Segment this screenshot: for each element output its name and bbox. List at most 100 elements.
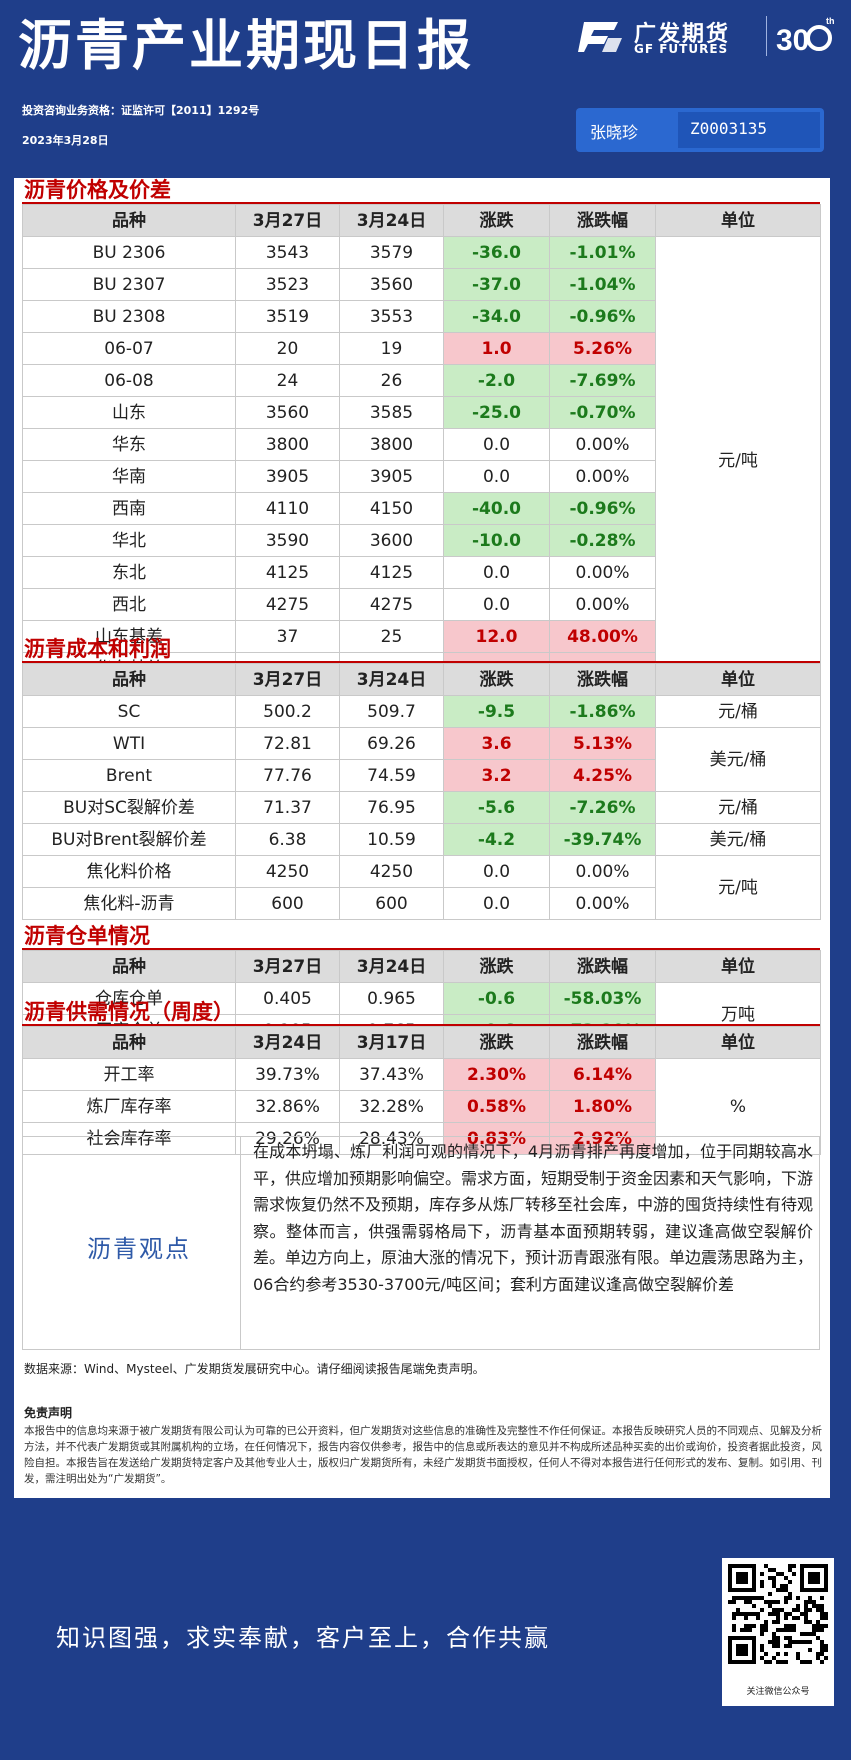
cell-value-date1: 3560 <box>235 396 340 429</box>
table-row: 焦化料-沥青 600 600 0.0 0.00% <box>22 887 821 920</box>
brand-name-cn: 广发期货 <box>634 22 731 47</box>
cell-variety: 华南 <box>22 460 236 493</box>
cell-change: 0.0 <box>443 588 550 621</box>
author-name: 张晓珍 <box>590 123 639 142</box>
table-row: BU对Brent裂解价差 6.38 10.59 -4.2 -39.74% 美元/桶 <box>22 823 821 856</box>
cell-change: -40.0 <box>443 492 550 525</box>
wechat-qr-code[interactable]: 关注微信公众号 <box>722 1558 834 1706</box>
table-row: BU对SC裂解价差 71.37 76.95 -5.6 -7.26% 元/桶 <box>22 791 821 824</box>
section-divider <box>22 202 820 204</box>
cell-change-pct: -58.03% <box>549 982 656 1015</box>
anniversary-number: 30 <box>776 24 809 57</box>
cell-change-pct: -1.04% <box>549 268 656 301</box>
cell-variety: BU 2307 <box>22 268 236 301</box>
cell-value-date2: 4125 <box>339 556 444 589</box>
cell-change: 0.0 <box>443 556 550 589</box>
cell-value-date1: 0.405 <box>235 982 340 1015</box>
cell-change-pct: 5.13% <box>549 727 656 760</box>
license-number: Z0003135 <box>690 119 768 138</box>
section-divider <box>22 1024 820 1026</box>
cell-change-pct: 5.26% <box>549 332 656 365</box>
cell-value-date1: 4110 <box>235 492 340 525</box>
cell-variety: 06-08 <box>22 364 236 397</box>
cell-variety: 华北 <box>22 524 236 557</box>
cell-change-pct: 0.00% <box>549 428 656 461</box>
cell-value-date1: 72.81 <box>235 727 340 760</box>
header-date2: 3月24日 <box>339 950 444 983</box>
cell-value-date1: 3800 <box>235 428 340 461</box>
cell-unit: 元/吨 <box>655 855 821 920</box>
table-row: 华北 3590 3600 -10.0 -0.28% <box>22 524 821 557</box>
table-row: 山东基差 37 25 12.0 48.00% <box>22 620 821 653</box>
cell-variety: BU对SC裂解价差 <box>22 791 236 824</box>
cell-change: -37.0 <box>443 268 550 301</box>
header-change-pct: 涨跌幅 <box>549 950 656 983</box>
cell-change: -9.5 <box>443 695 550 728</box>
qr-caption: 关注微信公众号 <box>746 1687 810 1697</box>
cell-value-date2: 3600 <box>339 524 444 557</box>
cell-change: -2.0 <box>443 364 550 397</box>
cell-change-pct: -0.28% <box>549 524 656 557</box>
cell-change: 1.0 <box>443 332 550 365</box>
cell-variety: BU 2306 <box>22 236 236 269</box>
cell-value-date1: 77.76 <box>235 759 340 792</box>
cell-unit: 元/桶 <box>655 695 821 728</box>
cell-change-pct: 0.00% <box>549 855 656 888</box>
table-row: 华南 3905 3905 0.0 0.00% <box>22 460 821 493</box>
cell-change: 2.30% <box>443 1058 550 1091</box>
header-unit: 单位 <box>655 950 821 983</box>
cell-value-date1: 37 <box>235 620 340 653</box>
cell-change: -34.0 <box>443 300 550 333</box>
table-row: 华东 3800 3800 0.0 0.00% <box>22 428 821 461</box>
cell-change: -4.2 <box>443 823 550 856</box>
cell-variety: 焦化料价格 <box>22 855 236 888</box>
report-header: 沥青产业期现日报 广发期货 GF FUTURES 30 th 投资咨询业务资格：… <box>0 0 851 170</box>
cell-value-date1: 4275 <box>235 588 340 621</box>
header-variety: 品种 <box>22 204 236 237</box>
table-row: BU 2307 3523 3560 -37.0 -1.04% <box>22 268 821 301</box>
table-row: WTI 72.81 69.26 3.6 5.13% 美元/桶 <box>22 727 821 792</box>
cell-value-date1: 3523 <box>235 268 340 301</box>
table-header-row: 品种 3月27日 3月24日 涨跌 涨跌幅 单位 <box>22 663 821 696</box>
cell-value-date2: 32.28% <box>339 1090 444 1123</box>
cell-value-date2: 600 <box>339 887 444 920</box>
report-date: 2023年3月28日 <box>22 134 109 147</box>
section-divider <box>22 661 820 663</box>
disclaimer-heading: 免责声明 <box>24 1406 73 1420</box>
cell-value-date2: 509.7 <box>339 695 444 728</box>
header-unit: 单位 <box>655 1026 821 1059</box>
cell-variety: 开工率 <box>22 1058 236 1091</box>
cell-change-pct: -7.69% <box>549 364 656 397</box>
market-view-box: 沥青观点 在成本坍塌、炼厂利润可观的情况下，4月沥青排产再度增加，位于同期较高水… <box>22 1136 820 1350</box>
table-row: 西南 4110 4150 -40.0 -0.96% <box>22 492 821 525</box>
cell-change-pct: -0.96% <box>549 300 656 333</box>
supply-table-body: 开工率 39.73% 37.43% 2.30% 6.14%% 炼厂库存率 32.86% 32.… <box>22 1058 821 1155</box>
cell-variety: 华东 <box>22 428 236 461</box>
cell-change-pct: 48.00% <box>549 620 656 653</box>
market-view-label-cell: 沥青观点 <box>23 1137 241 1349</box>
cell-value-date2: 3560 <box>339 268 444 301</box>
cell-value-date2: 3579 <box>339 236 444 269</box>
price-table-body: BU 2306 3543 3579 -36.0 -1.01% 元/吨 BU 2307 3523… <box>22 236 821 685</box>
cell-change-pct: 0.00% <box>549 887 656 920</box>
cell-change-pct: -7.26% <box>549 791 656 824</box>
cell-value-date1: 29.26% <box>235 1122 340 1155</box>
table-row: BU 2306 3543 3579 -36.0 -1.01% 元/吨 <box>22 236 821 685</box>
cell-value-date2: 74.59 <box>339 759 444 792</box>
cell-change-pct: 2.92% <box>549 1122 656 1155</box>
table-header-row: 品种 3月27日 3月24日 涨跌 涨跌幅 单位 <box>22 950 821 983</box>
cell-change-pct: 6.14% <box>549 1058 656 1091</box>
cell-value-date1: 3543 <box>235 236 340 269</box>
cell-value-date1: 39.73% <box>235 1058 340 1091</box>
cell-variety: 山东基差 <box>22 620 236 653</box>
section-title-warrant: 沥青仓单情况 <box>24 924 150 948</box>
cell-variety: BU 2308 <box>22 300 236 333</box>
anniversary-suffix: th <box>826 16 835 26</box>
disclaimer-body: 本报告中的信息均来源于被广发期货有限公司认为可靠的已公开资料，但广发期货对这些信… <box>24 1425 822 1485</box>
table-row: 开工率 39.73% 37.43% 2.30% 6.14%% <box>22 1058 821 1155</box>
header-date2: 3月24日 <box>339 204 444 237</box>
cell-value-date1: 6.38 <box>235 823 340 856</box>
cell-change-pct: -1.01% <box>549 236 656 269</box>
cell-change: 0.0 <box>443 887 550 920</box>
price-table: 品种 3月27日 3月24日 涨跌 涨跌幅 单位 BU 2306 3543 3579… <box>22 204 821 685</box>
